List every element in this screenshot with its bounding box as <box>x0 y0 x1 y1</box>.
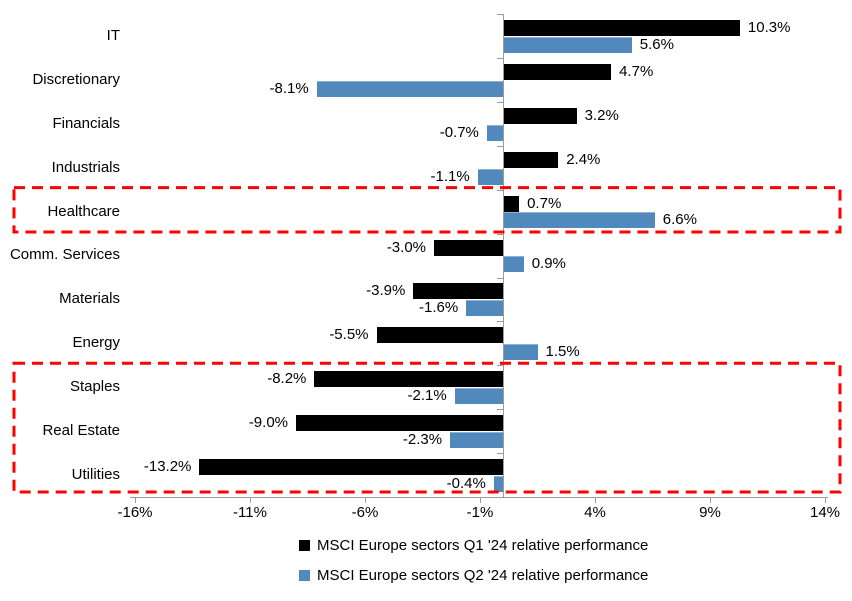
comm-services-q1-value: -3.0% <box>386 238 426 256</box>
materials-q2-bar <box>466 300 503 317</box>
legend: MSCI Europe sectors Q1 '24 relative perf… <box>299 534 648 594</box>
utilities-q1-bar <box>199 459 503 476</box>
category-label-financials: Financials <box>52 114 120 132</box>
y-axis-tick <box>497 409 503 411</box>
industrials-q1-value: 2.4% <box>566 150 601 168</box>
category-label-utilities: Utilities <box>71 466 120 484</box>
discretionary-q2-bar <box>316 80 503 97</box>
q1-legend-swatch <box>299 539 310 551</box>
category-label-discretionary: Discretionary <box>32 70 120 88</box>
y-axis-tick <box>497 321 503 323</box>
industrials-q2-value: -1.1% <box>430 167 470 185</box>
y-axis-tick <box>497 277 503 279</box>
comm-services-q1-bar <box>434 239 503 256</box>
materials-q2-value: -1.6% <box>419 299 459 317</box>
financials-q1-value: 3.2% <box>584 106 619 124</box>
x-axis-tick <box>595 497 596 503</box>
staples-q2-value: -2.1% <box>407 387 447 405</box>
category-label-comm-services: Comm. Services <box>9 246 120 264</box>
x-axis <box>130 497 828 498</box>
category-label-it: IT <box>106 26 120 44</box>
y-axis-tick <box>497 233 503 235</box>
x-axis-tick <box>365 497 366 503</box>
legend-item-q2: MSCI Europe sectors Q2 '24 relative perf… <box>299 564 648 586</box>
comm-services-q2-bar <box>503 256 524 273</box>
staples-q1-bar <box>314 371 503 388</box>
it-q1-value: 10.3% <box>747 19 791 36</box>
q2-legend-label: MSCI Europe sectors Q2 '24 relative perf… <box>317 566 649 584</box>
comm-services-q2-value: 0.9% <box>531 255 566 273</box>
utilities-q2-value: -0.4% <box>446 474 486 492</box>
energy-q1-value: -5.5% <box>329 326 369 344</box>
it-q1-bar <box>503 20 740 36</box>
real-estate-q2-value: -2.3% <box>402 430 443 448</box>
x-tick-label: 4% <box>584 504 606 521</box>
x-tick-label: -6% <box>351 504 379 521</box>
x-tick-label: -16% <box>117 504 153 521</box>
legend-item-q1: MSCI Europe sectors Q1 '24 relative perf… <box>299 534 648 556</box>
healthcare-q1-value: 0.7% <box>527 194 562 212</box>
real-estate-q1-value: -9.0% <box>248 414 288 432</box>
discretionary-q2-value: -8.1% <box>269 79 309 97</box>
category-label-energy: Energy <box>72 334 120 352</box>
energy-q1-bar <box>376 327 503 344</box>
y-axis <box>503 14 504 497</box>
y-axis-tick <box>497 453 503 455</box>
financials-q2-value: -0.7% <box>439 123 479 141</box>
it-q2-value: 5.6% <box>639 35 674 53</box>
it-q2-bar <box>503 36 632 53</box>
y-axis-tick <box>497 14 503 15</box>
healthcare-q2-value: 6.6% <box>662 211 697 229</box>
staples-q1-value: -8.2% <box>267 370 307 388</box>
discretionary-q1-value: 4.7% <box>619 62 654 80</box>
industrials-q2-bar <box>477 168 503 185</box>
energy-q2-value: 1.5% <box>545 343 580 361</box>
category-label-staples: Staples <box>69 378 120 396</box>
y-axis-tick <box>497 189 503 191</box>
y-axis-tick <box>497 365 503 367</box>
y-axis-tick <box>497 57 503 59</box>
x-axis-tick <box>135 497 136 503</box>
x-axis-tick <box>480 497 481 503</box>
staples-q2-bar <box>454 388 503 405</box>
x-tick-label: -11% <box>233 504 267 521</box>
utilities-q1-value: -13.2% <box>143 458 192 476</box>
category-label-healthcare: Healthcare <box>47 202 120 220</box>
discretionary-q1-bar <box>503 63 612 80</box>
category-label-industrials: Industrials <box>51 158 120 176</box>
real-estate-q2-bar <box>450 431 503 448</box>
highlight-box-1 <box>12 186 842 234</box>
y-axis-tick <box>497 101 503 103</box>
x-axis-tick <box>825 497 826 503</box>
q2-legend-swatch <box>299 569 310 581</box>
healthcare-q1-bar <box>503 195 520 212</box>
materials-q1-value: -3.9% <box>366 282 406 300</box>
real-estate-q1-bar <box>296 415 503 432</box>
x-tick-label: 9% <box>699 504 721 521</box>
x-axis-tick <box>250 497 251 503</box>
energy-q2-bar <box>503 344 538 361</box>
category-label-real-estate: Real Estate <box>42 422 120 440</box>
healthcare-q2-bar <box>503 212 655 229</box>
y-axis-tick <box>497 145 503 147</box>
financials-q2-bar <box>486 124 503 141</box>
materials-q1-bar <box>413 283 503 300</box>
q1-legend-label: MSCI Europe sectors Q1 '24 relative perf… <box>317 536 649 554</box>
utilities-q2-bar <box>493 475 503 492</box>
financials-q1-bar <box>503 107 577 124</box>
x-axis-tick <box>710 497 711 503</box>
industrials-q1-bar <box>503 151 559 168</box>
x-tick-label: -1% <box>466 504 494 521</box>
x-tick-label: 14% <box>809 504 841 521</box>
category-label-materials: Materials <box>59 290 120 308</box>
